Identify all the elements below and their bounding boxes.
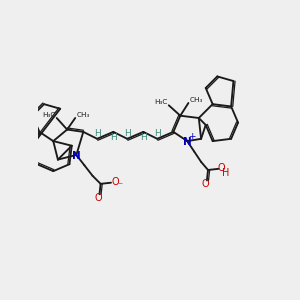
Text: +: + xyxy=(188,132,196,141)
Text: O: O xyxy=(218,163,225,173)
Text: H: H xyxy=(110,133,117,142)
Text: N: N xyxy=(72,151,81,161)
Text: H₃C: H₃C xyxy=(154,99,168,105)
Text: N: N xyxy=(183,137,192,147)
Text: H: H xyxy=(124,129,130,138)
Text: CH₃: CH₃ xyxy=(190,97,203,103)
Text: CH₃: CH₃ xyxy=(76,112,90,118)
Text: H: H xyxy=(140,133,147,142)
Text: ⁻: ⁻ xyxy=(117,182,122,191)
Text: H: H xyxy=(222,168,229,178)
Text: O: O xyxy=(112,177,119,187)
Text: H: H xyxy=(94,129,101,138)
Text: H₃C: H₃C xyxy=(42,112,56,118)
Text: H: H xyxy=(154,129,160,138)
Text: O: O xyxy=(201,179,209,189)
Text: O: O xyxy=(95,193,102,203)
